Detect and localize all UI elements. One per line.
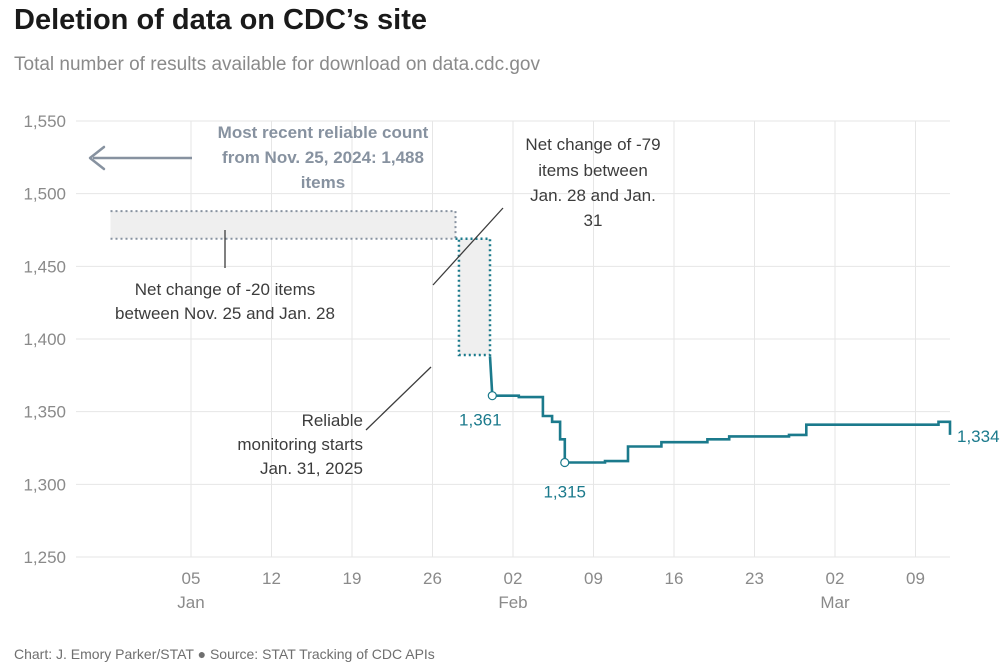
x-tick-label: 23 (745, 569, 764, 588)
chart-title: Deletion of data on CDC’s site (14, 4, 428, 36)
arrow-left-icon (88, 145, 106, 171)
annotation-change-79: items between (538, 161, 648, 180)
dotted-change-box (455, 237, 492, 357)
x-tick-label: 09 (584, 569, 603, 588)
annotation-reliable-monitoring: Reliable (302, 411, 363, 430)
x-month-label: Feb (498, 593, 527, 612)
annotation-recent-count: Most recent reliable count (218, 123, 429, 142)
x-tick-label: 02 (826, 569, 845, 588)
shaded-region-nov-jan (110, 211, 456, 239)
series-line (488, 356, 952, 464)
x-tick-label: 16 (665, 569, 684, 588)
shaded-region-jan28-31 (458, 238, 490, 355)
annotation-recent-count: items (301, 173, 345, 192)
value-label-1315: 1,315 (543, 483, 586, 502)
y-tick-label: 1,550 (23, 112, 66, 131)
x-tick-label: 19 (343, 569, 362, 588)
annotation-line-79 (432, 207, 504, 286)
annotation-reliable-monitoring: Jan. 31, 2025 (260, 459, 363, 478)
y-tick-label: 1,350 (23, 403, 66, 422)
x-tick-label: 12 (262, 569, 281, 588)
y-tick-label: 1,300 (23, 475, 66, 494)
y-tick-label: 1,500 (23, 185, 66, 204)
value-label-1361: 1,361 (459, 411, 502, 430)
annotation-reliable-monitoring: monitoring starts (237, 435, 363, 454)
x-month-label: Jan (177, 593, 204, 612)
x-tick-label: 02 (504, 569, 523, 588)
y-tick-label: 1,450 (23, 257, 66, 276)
x-month-label: Mar (820, 593, 850, 612)
x-tick-label: 05 (182, 569, 201, 588)
chart-credit: Chart: J. Emory Parker/STAT ● Source: ST… (14, 646, 435, 662)
annotation-change-79: 31 (584, 211, 603, 230)
series-point (560, 457, 570, 468)
annotation-recent-count: from Nov. 25, 2024: 1,488 (222, 148, 424, 167)
chart-subtitle: Total number of results available for do… (14, 54, 540, 75)
annotation-change-20: between Nov. 25 and Jan. 28 (115, 304, 335, 323)
annotation-line-reliable (365, 366, 432, 431)
series-point (487, 391, 497, 401)
x-tick-label: 26 (423, 569, 442, 588)
y-tick-label: 1,400 (23, 330, 66, 349)
annotation-change-79: Jan. 28 and Jan. (530, 186, 656, 205)
annotation-change-79: Net change of -79 (525, 135, 660, 154)
value-label-1334: 1,334 (957, 427, 1000, 446)
y-tick-label: 1,250 (23, 548, 66, 567)
annotation-change-20: Net change of -20 items (135, 280, 315, 299)
x-tick-label: 09 (906, 569, 925, 588)
